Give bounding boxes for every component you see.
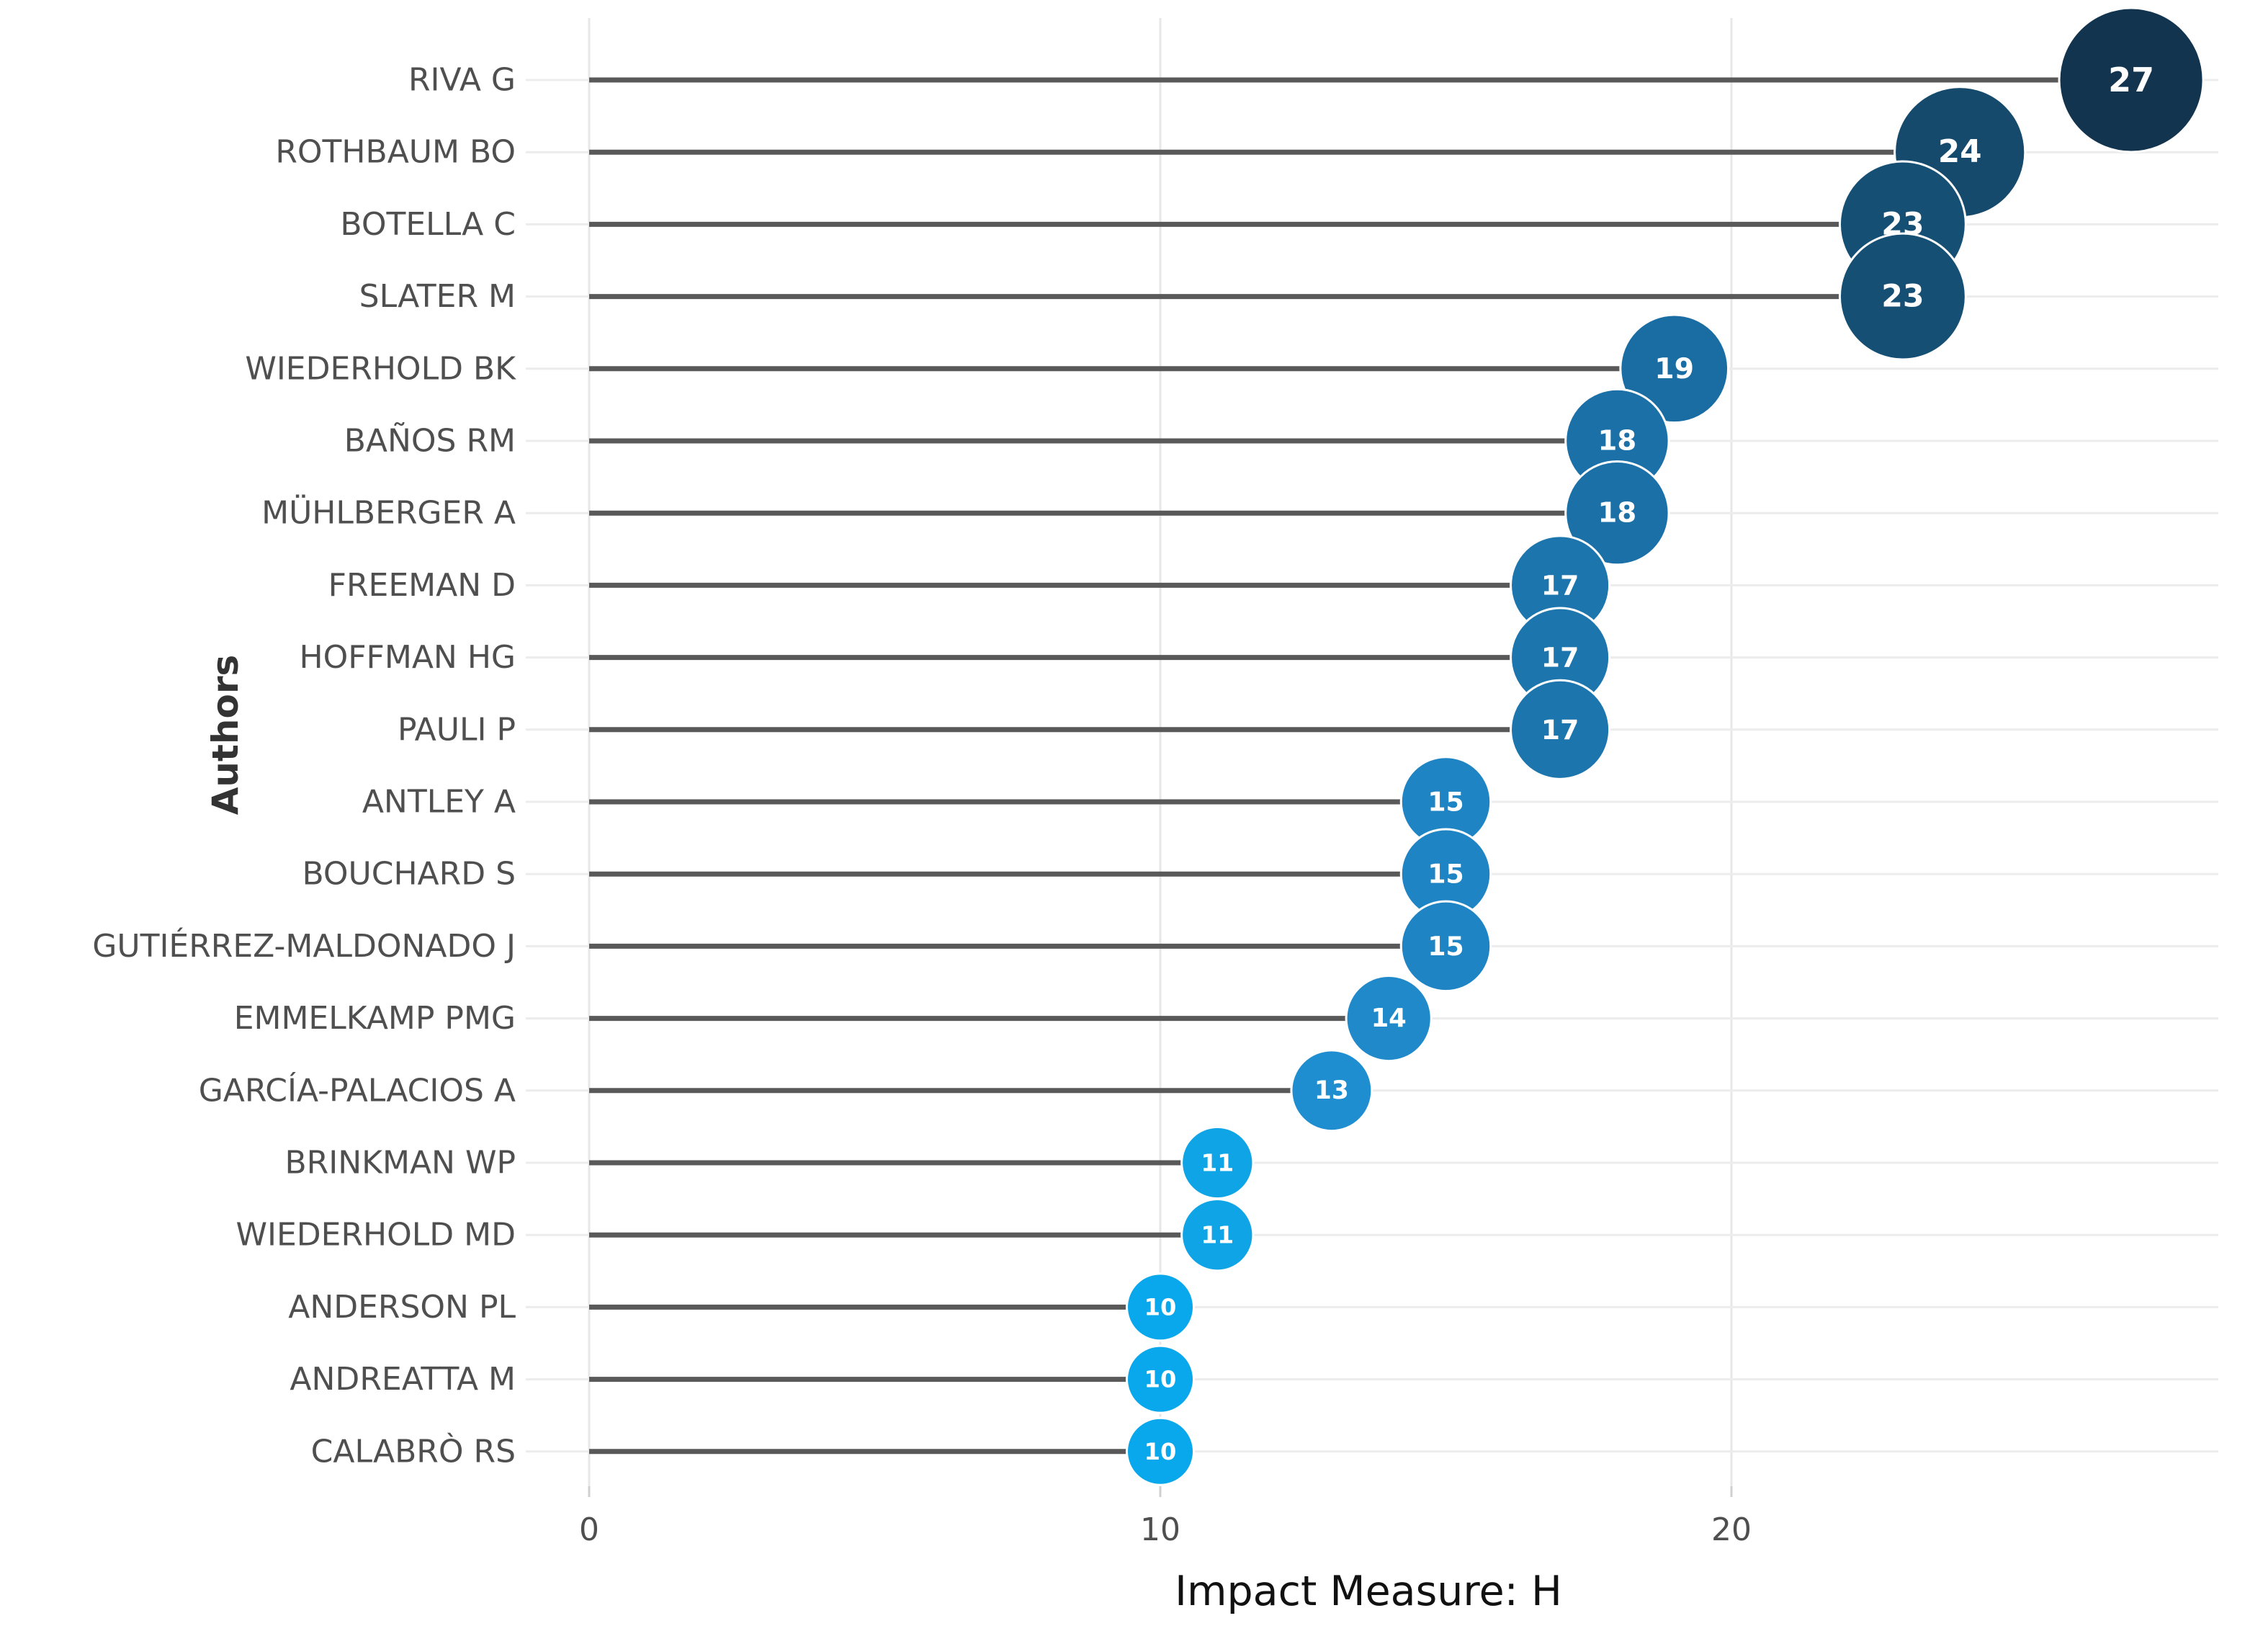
bubble-value: 11	[1201, 1221, 1234, 1249]
x-tick-label: 10	[1140, 1511, 1180, 1548]
bubble-value: 17	[1541, 569, 1579, 601]
bubble-value: 27	[2108, 61, 2154, 99]
author-label: GUTIÉRREZ-MALDONADO J	[92, 926, 516, 965]
bubble-value: 14	[1371, 1004, 1407, 1033]
bubble-value: 15	[1427, 859, 1464, 890]
author-label: CALABRÒ RS	[311, 1431, 516, 1470]
bubble-value: 15	[1427, 931, 1464, 962]
bubble-value: 15	[1427, 787, 1464, 818]
author-label: ANDREATTA M	[290, 1361, 516, 1398]
author-label: WIEDERHOLD MD	[236, 1217, 516, 1254]
x-tick-label: 20	[1711, 1511, 1752, 1548]
bubble	[2058, 6, 2205, 153]
author-label: SLATER M	[359, 278, 516, 315]
bubble	[1345, 975, 1433, 1063]
author-label: RIVA G	[408, 62, 516, 99]
author-label: PAULI P	[398, 711, 516, 748]
author-label: BRINKMAN WP	[284, 1145, 516, 1181]
bubble-value: 24	[1938, 134, 1982, 170]
bubble	[1126, 1416, 1195, 1486]
bubble-value: 10	[1144, 1293, 1177, 1321]
author-label: EMMELKAMP PMG	[234, 1000, 516, 1037]
bubble-value: 18	[1598, 425, 1637, 457]
bubble	[1399, 900, 1492, 993]
bubble-value: 10	[1144, 1438, 1177, 1465]
author-label: FREEMAN D	[328, 567, 516, 604]
bubble-value: 17	[1541, 642, 1579, 674]
bubble	[1838, 232, 1967, 361]
author-label: BAÑOS RM	[344, 422, 516, 460]
bubble-value: 13	[1314, 1076, 1349, 1105]
vertical-gridlines	[588, 18, 1733, 1486]
bubble	[1180, 1198, 1255, 1272]
bubble	[1290, 1049, 1373, 1133]
author-label: ROTHBAUM BO	[275, 134, 516, 171]
x-axis-title: Impact Measure: H	[1175, 1568, 1562, 1615]
x-axis-ticks: 0 10 20	[579, 1486, 1752, 1548]
x-tick-label: 0	[579, 1511, 599, 1548]
bubble-value: 23	[1881, 279, 1924, 315]
bubble	[1619, 313, 1730, 424]
author-label: WIEDERHOLD BK	[245, 350, 516, 387]
author-label: MÜHLBERGER A	[261, 494, 516, 532]
bubble	[1126, 1344, 1195, 1414]
author-label: HOFFMAN HG	[300, 639, 516, 676]
author-label: ANTLEY A	[362, 784, 516, 821]
author-label: ANDERSON PL	[288, 1289, 516, 1326]
author-labels: RIVA G ROTHBAUM BO BOTELLA C SLATER M WIEDER…	[92, 62, 516, 1470]
bubble	[1564, 460, 1670, 566]
bubble	[1510, 679, 1611, 780]
bubble-value: 10	[1144, 1366, 1177, 1393]
y-axis-title: Authors	[205, 655, 246, 816]
author-label: GARCÍA-PALACIOS A	[199, 1071, 516, 1109]
stems	[589, 77, 2132, 1455]
bubble-value: 17	[1541, 714, 1579, 746]
bubble-value: 19	[1654, 352, 1694, 385]
bubble	[1126, 1272, 1195, 1342]
bubble-value: 18	[1598, 497, 1637, 530]
bubble-value: 11	[1201, 1149, 1234, 1177]
author-label: BOTELLA C	[340, 206, 516, 243]
author-label: BOUCHARD S	[302, 856, 516, 893]
